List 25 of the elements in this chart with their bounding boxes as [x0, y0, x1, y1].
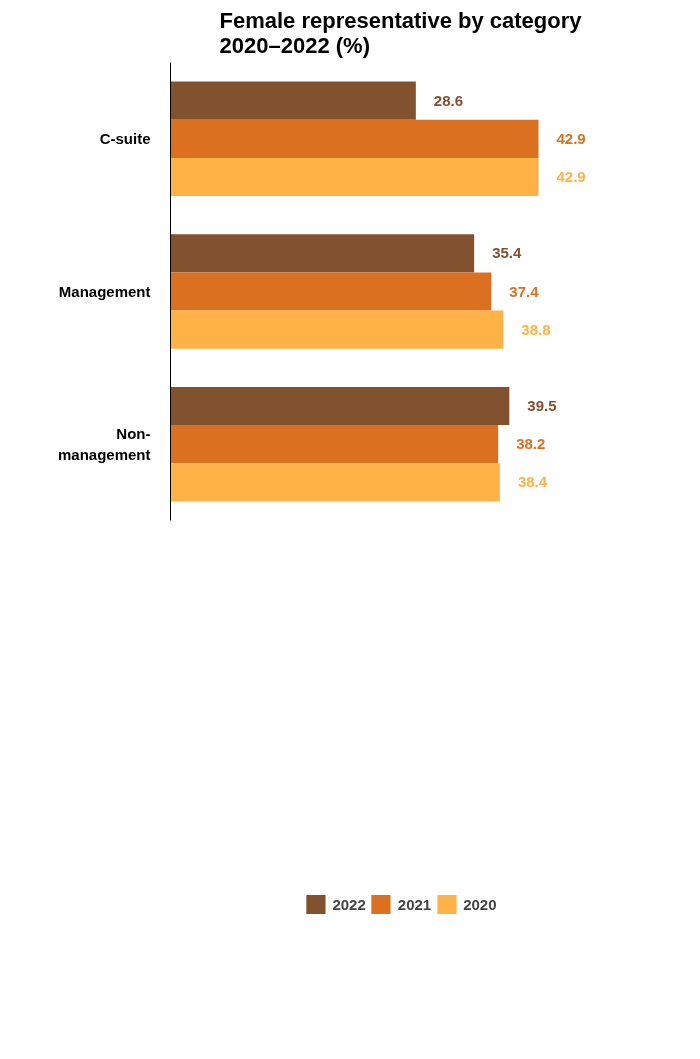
chart-title: Female representative by category 2020–2022 (%)	[219, 7, 583, 58]
bar	[170, 386, 510, 426]
data-label: 37.4	[509, 282, 540, 300]
bar	[170, 234, 475, 273]
data-label: 38.2	[516, 435, 546, 453]
y-tick-label: C-suite	[99, 130, 151, 148]
y-tick-label: Management	[58, 283, 151, 300]
bar	[170, 157, 539, 197]
data-label: 42.9	[556, 129, 586, 147]
data-label: 39.5	[527, 397, 557, 414]
data-label: 28.6	[433, 91, 464, 109]
bar	[170, 81, 416, 120]
data-label: 38.4	[517, 473, 548, 491]
bar	[170, 425, 499, 464]
y-tick-label: Non- management	[57, 425, 151, 463]
bar	[170, 463, 500, 502]
bar	[170, 272, 492, 311]
legend-label: 2022	[332, 895, 366, 913]
bar	[170, 119, 539, 158]
data-label: 35.4	[492, 244, 523, 262]
legend-label: 2020	[463, 895, 497, 913]
data-label: 42.9	[556, 168, 586, 185]
bar	[170, 310, 504, 349]
legend-label: 2021	[397, 895, 432, 913]
data-label: 38.8	[521, 320, 551, 338]
